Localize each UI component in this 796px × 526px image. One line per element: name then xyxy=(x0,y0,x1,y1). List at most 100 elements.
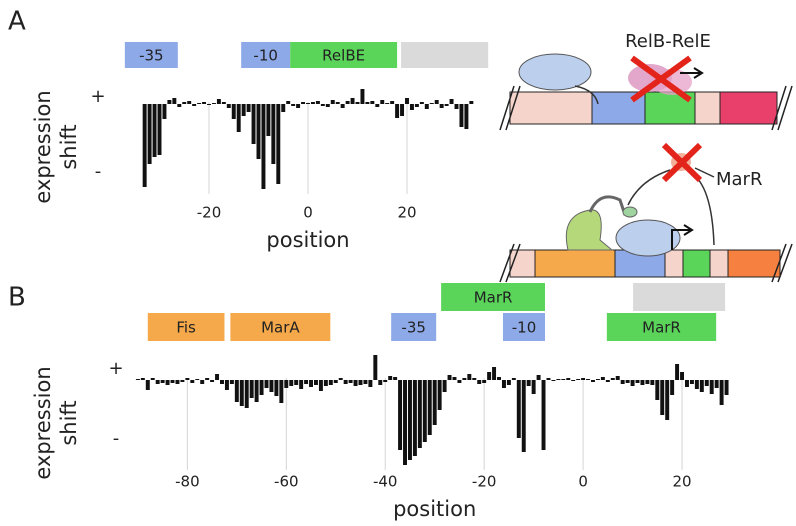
bar xyxy=(363,380,368,384)
x-axis-label: position xyxy=(266,228,349,252)
bar xyxy=(719,380,724,405)
bar xyxy=(383,380,388,382)
bar xyxy=(264,380,269,388)
bar xyxy=(439,104,444,108)
bar xyxy=(373,355,378,380)
bar xyxy=(427,380,432,435)
region-box xyxy=(124,42,178,68)
y-tick-label: - xyxy=(113,428,120,449)
bar xyxy=(699,380,704,392)
bar xyxy=(419,102,424,104)
bar xyxy=(437,380,442,410)
diagram-label: MarR xyxy=(716,169,762,190)
bar xyxy=(236,104,241,132)
bar xyxy=(234,380,239,402)
diagram: RelB-RelE MarR xyxy=(499,31,793,283)
bar xyxy=(403,380,407,465)
bar xyxy=(348,380,353,383)
bar xyxy=(190,380,195,383)
bar xyxy=(497,377,501,380)
x-tick-label: -40 xyxy=(373,473,398,491)
bar xyxy=(150,378,155,380)
bar xyxy=(388,376,393,380)
bar xyxy=(281,104,286,112)
region-box xyxy=(441,283,546,311)
bar xyxy=(640,380,645,385)
bar xyxy=(220,380,224,384)
bar xyxy=(704,380,709,386)
bar xyxy=(595,379,600,380)
bar xyxy=(323,380,328,386)
bar xyxy=(536,375,541,380)
region-box xyxy=(633,283,726,311)
bar xyxy=(469,101,474,104)
bar xyxy=(291,104,296,106)
region-box xyxy=(401,42,489,68)
bar xyxy=(630,380,635,386)
bar xyxy=(581,378,586,380)
bar xyxy=(400,104,405,116)
x-tick-label: -80 xyxy=(175,473,200,491)
bar xyxy=(249,380,254,398)
bar xyxy=(320,104,325,106)
bar xyxy=(462,378,467,380)
bar xyxy=(284,380,289,388)
bar xyxy=(239,380,244,406)
bar xyxy=(167,100,172,104)
bar xyxy=(680,372,685,380)
bar xyxy=(157,104,162,155)
x-tick-label: 0 xyxy=(578,473,588,491)
bar xyxy=(650,380,655,385)
x-tick-label: 0 xyxy=(303,204,313,222)
bar xyxy=(531,380,536,394)
bar xyxy=(444,104,449,106)
activator-tip xyxy=(622,206,638,218)
bar xyxy=(330,100,335,104)
bar xyxy=(714,380,719,388)
bar xyxy=(375,104,380,107)
bar xyxy=(390,101,395,104)
bar xyxy=(355,102,360,104)
bar xyxy=(241,104,246,116)
bar xyxy=(449,99,454,104)
region-label: -35 xyxy=(401,319,426,337)
bar xyxy=(506,380,511,385)
bar xyxy=(226,104,231,108)
bar xyxy=(615,376,620,380)
bar xyxy=(251,104,256,144)
bar xyxy=(380,100,385,104)
x-tick-label: -20 xyxy=(472,473,497,491)
bar xyxy=(464,104,469,129)
dna-segment xyxy=(682,249,711,278)
arrow xyxy=(574,85,599,105)
bar xyxy=(338,378,343,380)
bar xyxy=(454,104,459,109)
bar xyxy=(600,377,605,380)
bar xyxy=(345,101,350,104)
region-label: -10 xyxy=(253,47,278,65)
bar xyxy=(325,104,330,107)
y-tick-label: + xyxy=(108,358,123,379)
bar xyxy=(276,104,281,184)
dna-segment xyxy=(664,249,684,278)
bar xyxy=(207,104,211,105)
y-tick-label: + xyxy=(90,86,105,107)
bar xyxy=(477,380,482,384)
activator-arm xyxy=(588,195,627,216)
bar xyxy=(286,101,291,104)
x-tick-label: 20 xyxy=(397,204,416,222)
bar xyxy=(591,380,595,382)
bar xyxy=(231,104,236,119)
bar xyxy=(185,378,190,380)
bar xyxy=(412,380,417,456)
bar xyxy=(202,102,207,104)
region-label: RelBE xyxy=(322,47,365,65)
bar xyxy=(635,380,640,383)
bar xyxy=(645,380,650,384)
bar xyxy=(294,380,299,385)
bar xyxy=(304,380,309,384)
region-box xyxy=(290,42,398,68)
bar xyxy=(432,380,437,425)
bar xyxy=(393,377,398,380)
